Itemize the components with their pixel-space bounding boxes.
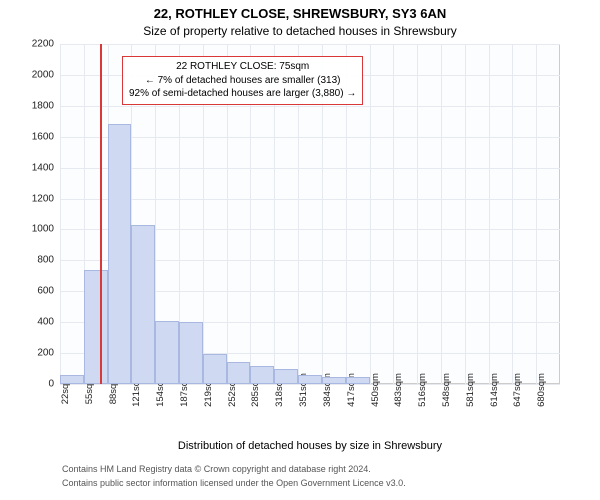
chart-plot-area: 0200400600800100012001400160018002000220… <box>60 44 560 384</box>
grid-line <box>417 44 418 384</box>
y-tick-label: 200 <box>37 348 54 359</box>
grid-line <box>465 44 466 384</box>
histogram-bar <box>131 225 155 384</box>
y-tick-label: 400 <box>37 317 54 328</box>
grid-line <box>60 106 560 107</box>
y-tick-label: 1000 <box>32 224 54 235</box>
histogram-bar <box>155 321 179 384</box>
page-title: 22, ROTHLEY CLOSE, SHREWSBURY, SY3 6AN <box>0 6 600 21</box>
x-axis-label: Distribution of detached houses by size … <box>60 440 560 452</box>
histogram-bar <box>203 354 227 384</box>
grid-line <box>60 44 560 45</box>
histogram-bar <box>227 362 251 384</box>
grid-line <box>512 44 513 384</box>
info-box-line: 92% of semi-detached houses are larger (… <box>129 87 356 101</box>
x-tick-label: 680sqm <box>536 373 547 407</box>
grid-line <box>60 137 560 138</box>
histogram-bar <box>346 377 370 384</box>
y-tick-label: 0 <box>48 379 54 390</box>
y-tick-label: 1800 <box>32 100 54 111</box>
y-tick-label: 2200 <box>32 39 54 50</box>
page-subtitle: Size of property relative to detached ho… <box>0 24 600 38</box>
histogram-bar <box>179 322 203 384</box>
footer-line-2: Contains public sector information licen… <box>62 478 406 488</box>
info-box-line: ← 7% of detached houses are smaller (313… <box>129 74 356 88</box>
x-tick-label: 581sqm <box>465 373 476 407</box>
grid-line <box>441 44 442 384</box>
grid-line <box>536 44 537 384</box>
x-tick-label: 450sqm <box>370 373 381 407</box>
x-tick-label: 516sqm <box>417 373 428 407</box>
x-tick-label: 548sqm <box>441 373 452 407</box>
grid-line <box>60 44 61 384</box>
grid-line <box>370 44 371 384</box>
y-tick-label: 1200 <box>32 193 54 204</box>
info-box: 22 ROTHLEY CLOSE: 75sqm← 7% of detached … <box>122 56 363 105</box>
grid-line <box>60 168 560 169</box>
y-tick-label: 800 <box>37 255 54 266</box>
y-tick-label: 1400 <box>32 162 54 173</box>
reference-line <box>100 44 102 384</box>
histogram-bar <box>84 270 108 384</box>
x-tick-label: 614sqm <box>489 373 500 407</box>
grid-line <box>489 44 490 384</box>
y-tick-label: 2000 <box>32 69 54 80</box>
y-tick-label: 600 <box>37 286 54 297</box>
histogram-bar <box>298 375 322 384</box>
grid-line <box>60 199 560 200</box>
histogram-bar <box>108 124 132 384</box>
x-tick-label: 647sqm <box>512 373 523 407</box>
chart-container: 22, ROTHLEY CLOSE, SHREWSBURY, SY3 6AN S… <box>0 0 600 500</box>
info-box-line: 22 ROTHLEY CLOSE: 75sqm <box>129 60 356 74</box>
y-tick-label: 1600 <box>32 131 54 142</box>
grid-line <box>393 44 394 384</box>
histogram-bar <box>322 377 346 384</box>
histogram-bar <box>274 369 298 384</box>
x-tick-label: 483sqm <box>393 373 404 407</box>
footer-line-1: Contains HM Land Registry data © Crown c… <box>62 464 371 474</box>
histogram-bar <box>250 366 274 384</box>
histogram-bar <box>60 375 84 384</box>
